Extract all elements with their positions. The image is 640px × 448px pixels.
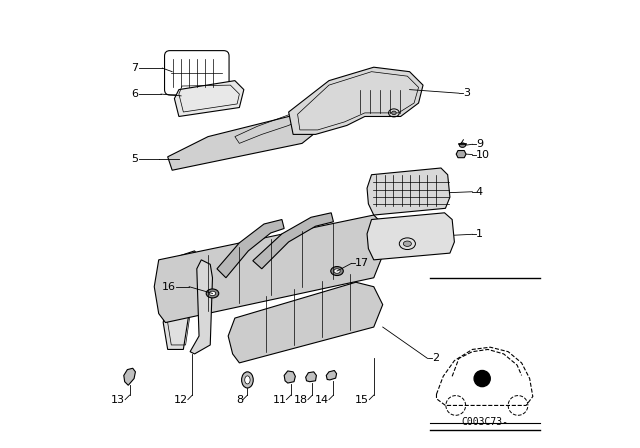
- Circle shape: [474, 370, 490, 387]
- Polygon shape: [326, 370, 337, 380]
- Text: 16: 16: [162, 282, 176, 292]
- Polygon shape: [289, 67, 423, 134]
- Text: 15: 15: [355, 395, 369, 405]
- Ellipse shape: [334, 269, 340, 273]
- Text: 9: 9: [476, 139, 483, 149]
- Text: C003C73-: C003C73-: [461, 417, 508, 427]
- Text: 17: 17: [355, 258, 369, 268]
- Text: 7: 7: [131, 63, 139, 73]
- Text: 14: 14: [315, 395, 329, 405]
- Text: 6: 6: [132, 89, 139, 99]
- Polygon shape: [253, 213, 333, 269]
- Text: 12: 12: [173, 395, 188, 405]
- Ellipse shape: [244, 376, 250, 384]
- Text: 5: 5: [132, 154, 139, 164]
- Polygon shape: [456, 151, 466, 158]
- Ellipse shape: [209, 291, 216, 296]
- Polygon shape: [284, 371, 296, 383]
- Ellipse shape: [206, 289, 219, 298]
- Text: 8: 8: [236, 395, 243, 405]
- Ellipse shape: [331, 267, 343, 276]
- Text: 4: 4: [476, 187, 483, 197]
- Polygon shape: [174, 81, 244, 116]
- Polygon shape: [154, 215, 383, 323]
- Text: 18: 18: [294, 395, 308, 405]
- Text: 1: 1: [476, 229, 483, 239]
- Ellipse shape: [242, 372, 253, 388]
- Ellipse shape: [403, 241, 412, 246]
- Polygon shape: [367, 168, 450, 215]
- Polygon shape: [367, 213, 454, 260]
- Text: 13: 13: [111, 395, 125, 405]
- Polygon shape: [190, 260, 212, 354]
- Polygon shape: [217, 220, 284, 278]
- Ellipse shape: [460, 143, 466, 147]
- FancyBboxPatch shape: [164, 51, 229, 95]
- Text: 10: 10: [476, 150, 490, 159]
- Text: 11: 11: [273, 395, 287, 405]
- Polygon shape: [228, 282, 383, 363]
- Ellipse shape: [392, 111, 396, 115]
- Polygon shape: [168, 108, 333, 170]
- Polygon shape: [306, 372, 316, 382]
- Polygon shape: [124, 368, 136, 385]
- Text: 2: 2: [432, 353, 439, 363]
- Text: 3: 3: [463, 88, 470, 98]
- Polygon shape: [163, 251, 202, 349]
